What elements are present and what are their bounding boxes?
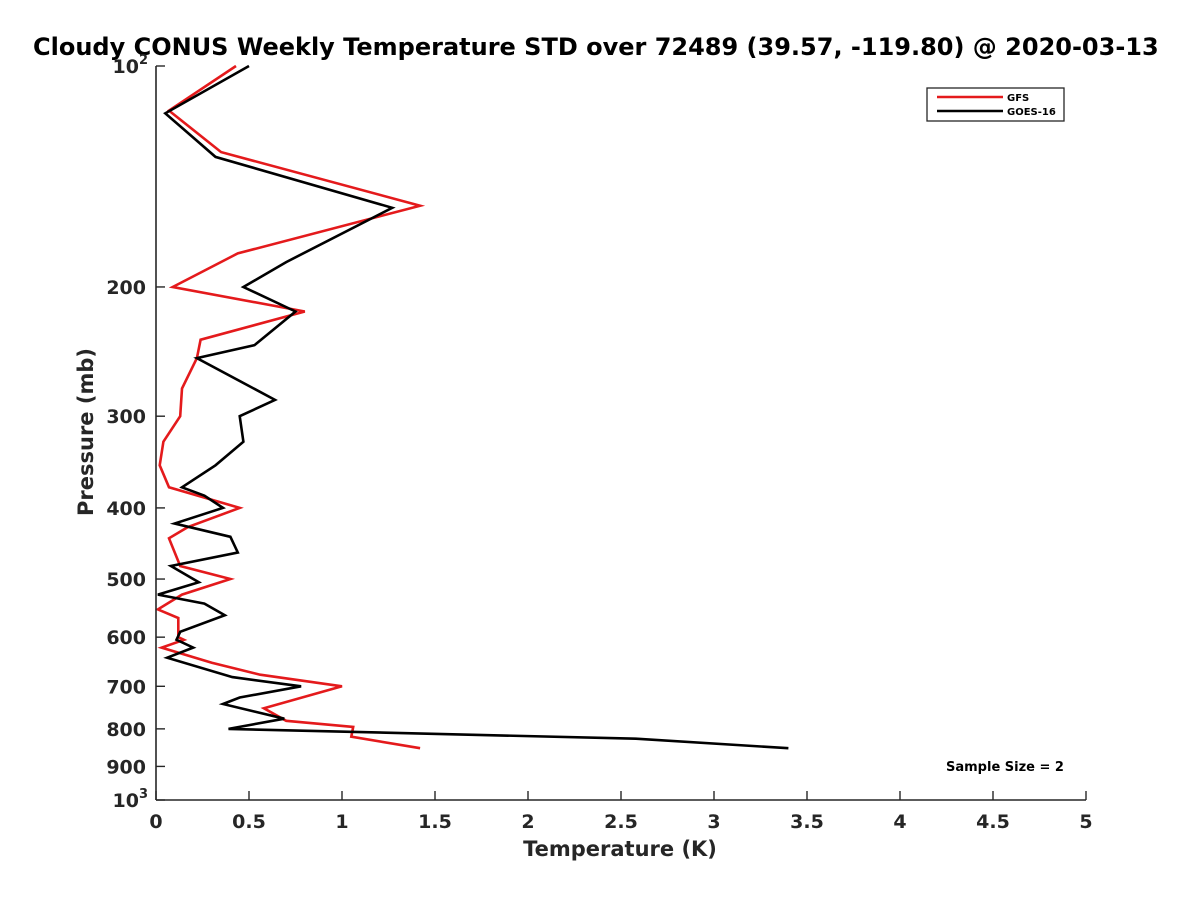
x-axis-label: Temperature (K) bbox=[523, 837, 717, 861]
sample-size-annotation: Sample Size = 2 bbox=[946, 760, 1064, 775]
series-line-goes-16 bbox=[157, 64, 789, 750]
y-axis-label: Pressure (mb) bbox=[74, 348, 98, 516]
legend-label-goes-16: GOES-16 bbox=[1007, 107, 1056, 118]
y-tick-label: 800 bbox=[106, 719, 146, 741]
legend-label-gfs: GFS bbox=[1007, 93, 1029, 104]
y-tick-exponent: 2 bbox=[139, 53, 148, 68]
y-tick-label: 103 bbox=[113, 787, 149, 812]
x-tick-label: 4 bbox=[893, 811, 906, 833]
x-tick-label: 4.5 bbox=[976, 811, 1010, 833]
x-tick-label: 1 bbox=[335, 811, 348, 833]
y-tick-label: 400 bbox=[106, 498, 146, 520]
series-layer bbox=[155, 64, 789, 750]
y-tick-label: 200 bbox=[106, 277, 146, 299]
y-tick-label: 500 bbox=[106, 569, 146, 591]
chart-title: Cloudy CONUS Weekly Temperature STD over… bbox=[33, 33, 1159, 61]
y-tick-label: 700 bbox=[106, 676, 146, 698]
y-tick-exponent: 3 bbox=[139, 787, 148, 802]
x-tick-label: 3.5 bbox=[790, 811, 824, 833]
x-tick-label: 1.5 bbox=[418, 811, 452, 833]
y-tick-label: 600 bbox=[106, 627, 146, 649]
x-tick-label: 3 bbox=[707, 811, 720, 833]
x-tick-label: 2.5 bbox=[604, 811, 638, 833]
axes-layer: 0 0.5 1 1.5 2 2.5 3 3.5 4 4.5 51022003004005006007… bbox=[106, 53, 1092, 833]
y-tick-label: 900 bbox=[106, 756, 146, 778]
y-tick-base: 10 bbox=[113, 790, 139, 812]
series-line-gfs bbox=[155, 64, 426, 750]
y-tick-label: 300 bbox=[106, 406, 146, 428]
y-tick-base: 10 bbox=[113, 56, 139, 78]
legend: GFS GOES-16 bbox=[926, 87, 1065, 122]
x-tick-label: 0 bbox=[149, 811, 162, 833]
legend-box bbox=[926, 87, 1065, 122]
x-tick-label: 0.5 bbox=[232, 811, 266, 833]
y-tick-label: 102 bbox=[113, 53, 149, 78]
x-tick-label: 2 bbox=[521, 811, 534, 833]
x-tick-label: 5 bbox=[1079, 811, 1092, 833]
